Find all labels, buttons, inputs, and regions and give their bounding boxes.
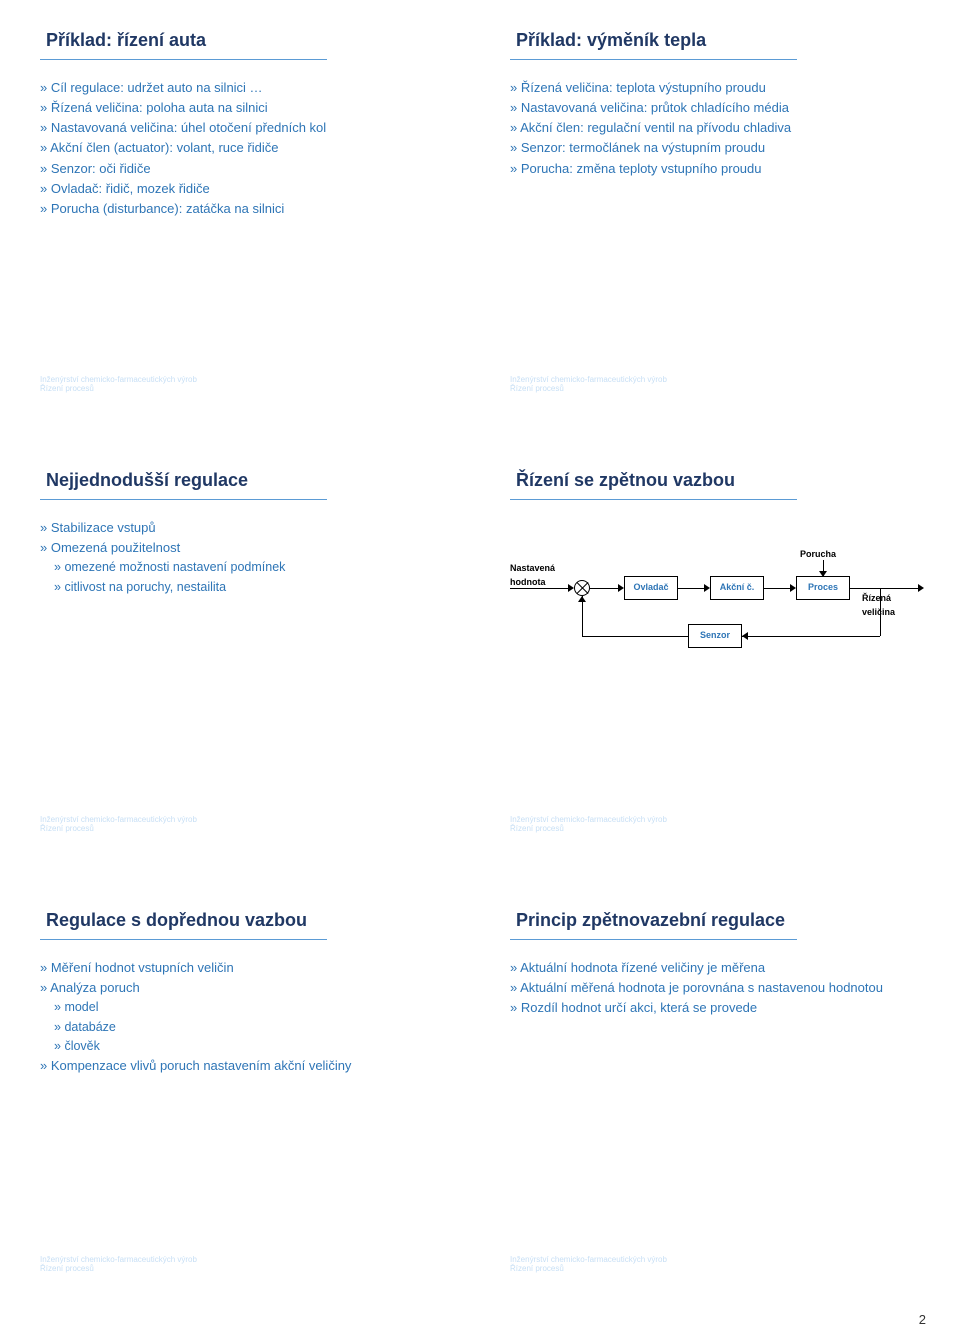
- bullet: Řízená veličina: teplota výstupního prou…: [510, 78, 920, 98]
- slide-content: Řízená veličina: teplota výstupního prou…: [510, 78, 920, 380]
- bullet: Cíl regulace: udržet auto na silnici …: [40, 78, 450, 98]
- bullet-sub: omezené možnosti nastavení podmínek: [40, 558, 450, 577]
- footer-line1: Inženýrství chemicko-farmaceutických výr…: [510, 375, 667, 385]
- bullet: Akční člen: regulační ventil na přívodu …: [510, 118, 920, 138]
- footer-line2: Řízení procesů: [510, 824, 667, 834]
- footer-line2: Řízení procesů: [40, 384, 197, 394]
- slide-footer: Inženýrství chemicko-farmaceutických výr…: [510, 1255, 667, 1274]
- box-controller: Ovladač: [624, 576, 678, 600]
- slide-1: Příklad: řízení auta Cíl regulace: udrže…: [30, 20, 460, 400]
- box-process: Proces: [796, 576, 850, 600]
- bullet: Senzor: termočlánek na výstupním proudu: [510, 138, 920, 158]
- bullet: Měření hodnot vstupních veličin: [40, 958, 450, 978]
- bullet-sub: model: [40, 998, 450, 1017]
- bullet-sub: citlivost na poruchy, nestailita: [40, 578, 450, 597]
- slide-2: Příklad: výměník tepla Řízená veličina: …: [500, 20, 930, 400]
- slide-content: Nastavená hodnota Ovladač Akční č. Proce…: [510, 518, 920, 820]
- bullet: Senzor: oči řidiče: [40, 159, 450, 179]
- footer-line1: Inženýrství chemicko-farmaceutických výr…: [40, 815, 197, 825]
- title-rule: [40, 59, 327, 60]
- label-output: Řízená veličina: [862, 592, 920, 620]
- title-rule: [510, 499, 797, 500]
- slide-title: Řízení se zpětnou vazbou: [510, 470, 920, 491]
- bullet-sub: člověk: [40, 1037, 450, 1056]
- footer-line2: Řízení procesů: [40, 1264, 197, 1274]
- slide-6: Princip zpětnovazební regulace Aktuální …: [500, 900, 930, 1280]
- slide-footer: Inženýrství chemicko-farmaceutických výr…: [40, 1255, 197, 1274]
- bullet: Akční člen (actuator): volant, ruce řidi…: [40, 138, 450, 158]
- label-disturbance: Porucha: [800, 548, 836, 562]
- slide-3: Nejjednodušší regulace Stabilizace vstup…: [30, 460, 460, 840]
- bullet: Aktuální měřená hodnota je porovnána s n…: [510, 978, 920, 998]
- bullet: Nastavovaná veličina: úhel otočení předn…: [40, 118, 450, 138]
- title-rule: [40, 499, 327, 500]
- bullet: Rozdíl hodnot určí akci, která se proved…: [510, 998, 920, 1018]
- bullet: Porucha (disturbance): zatáčka na silnic…: [40, 199, 450, 219]
- box-actuator: Akční č.: [710, 576, 764, 600]
- footer-line1: Inženýrství chemicko-farmaceutických výr…: [40, 1255, 197, 1265]
- slide-title: Příklad: výměník tepla: [510, 30, 920, 51]
- bullet-sub: databáze: [40, 1018, 450, 1037]
- bullet: Kompenzace vlivů poruch nastavením akční…: [40, 1056, 450, 1076]
- slide-content: Cíl regulace: udržet auto na silnici … Ř…: [40, 78, 450, 380]
- bullet: Stabilizace vstupů: [40, 518, 450, 538]
- feedback-diagram: Nastavená hodnota Ovladač Akční č. Proce…: [510, 528, 920, 658]
- bullet: Aktuální hodnota řízené veličiny je měře…: [510, 958, 920, 978]
- slide-content: Aktuální hodnota řízené veličiny je měře…: [510, 958, 920, 1260]
- slide-5: Regulace s dopřednou vazbou Měření hodno…: [30, 900, 460, 1280]
- slide-content: Měření hodnot vstupních veličin Analýza …: [40, 958, 450, 1260]
- bullet: Omezená použitelnost: [40, 538, 450, 558]
- slide-content: Stabilizace vstupů Omezená použitelnost …: [40, 518, 450, 820]
- title-rule: [510, 939, 797, 940]
- slide-title: Regulace s dopřednou vazbou: [40, 910, 450, 931]
- slide-footer: Inženýrství chemicko-farmaceutických výr…: [510, 375, 667, 394]
- slide-4: Řízení se zpětnou vazbou Nastavená hodno…: [500, 460, 930, 840]
- footer-line1: Inženýrství chemicko-farmaceutických výr…: [510, 1255, 667, 1265]
- slide-footer: Inženýrství chemicko-farmaceutických výr…: [510, 815, 667, 834]
- bullet: Nastavovaná veličina: průtok chladícího …: [510, 98, 920, 118]
- slide-footer: Inženýrství chemicko-farmaceutických výr…: [40, 375, 197, 394]
- title-rule: [510, 59, 797, 60]
- box-sensor: Senzor: [688, 624, 742, 648]
- footer-line2: Řízení procesů: [510, 1264, 667, 1274]
- slide-footer: Inženýrství chemicko-farmaceutických výr…: [40, 815, 197, 834]
- bullet: Analýza poruch: [40, 978, 450, 998]
- footer-line1: Inženýrství chemicko-farmaceutických výr…: [40, 375, 197, 385]
- slide-title: Princip zpětnovazební regulace: [510, 910, 920, 931]
- bullet: Ovladač: řidič, mozek řidiče: [40, 179, 450, 199]
- bullet: Porucha: změna teploty vstupního proudu: [510, 159, 920, 179]
- sum-node: [574, 580, 590, 596]
- slide-title: Příklad: řízení auta: [40, 30, 450, 51]
- title-rule: [40, 939, 327, 940]
- footer-line2: Řízení procesů: [40, 824, 197, 834]
- footer-line1: Inženýrství chemicko-farmaceutických výr…: [510, 815, 667, 825]
- bullet: Řízená veličina: poloha auta na silnici: [40, 98, 450, 118]
- slide-title: Nejjednodušší regulace: [40, 470, 450, 491]
- page-number: 2: [919, 1312, 926, 1327]
- slide-grid: Příklad: řízení auta Cíl regulace: udrže…: [30, 20, 930, 1280]
- label-setpoint: Nastavená hodnota: [510, 562, 570, 590]
- footer-line2: Řízení procesů: [510, 384, 667, 394]
